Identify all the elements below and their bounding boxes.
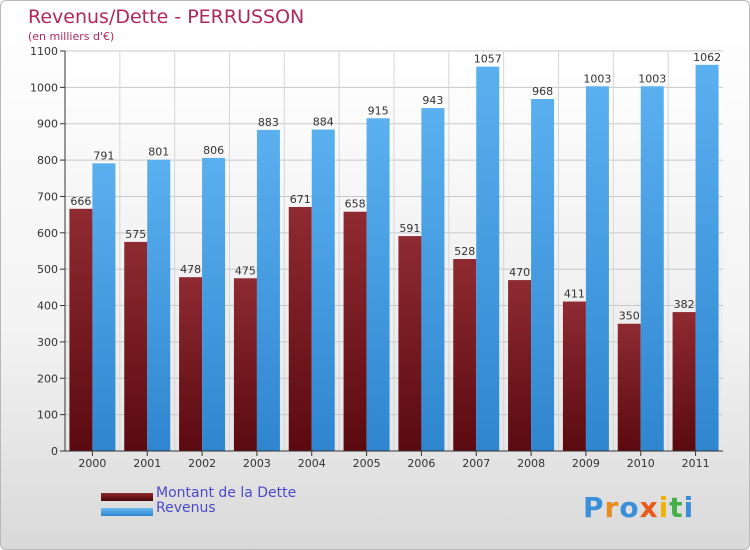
bar-debt [508,280,532,451]
logo-letter: o [619,491,640,524]
data-label-debt: 666 [70,195,91,208]
y-tick-label: 1100 [30,45,58,58]
data-label-debt: 382 [674,298,695,311]
data-label-revenue: 915 [368,104,389,117]
data-label-revenue: 943 [422,94,443,107]
bar-revenue [585,86,609,451]
y-tick-label: 300 [37,336,58,349]
bar-revenue [366,118,390,451]
data-label-revenue: 1003 [583,72,611,85]
data-label-debt: 591 [399,222,420,235]
data-label-debt: 478 [180,263,201,276]
data-label-revenue: 791 [93,149,114,162]
bar-debt [672,312,696,451]
y-tick-label: 700 [37,190,58,203]
data-label-debt: 575 [125,228,146,241]
data-label-debt: 470 [509,266,530,279]
data-label-revenue: 1057 [474,53,502,66]
bar-debt [288,207,312,451]
y-tick-label: 900 [37,118,58,131]
bar-debt [562,301,586,451]
x-tick-label: 2000 [78,457,106,470]
legend-swatch-debt [101,493,153,501]
bar-debt [233,278,257,451]
x-tick-label: 2001 [133,457,161,470]
legend-label-debt: Montant de la Dette [156,485,297,501]
bar-debt [69,208,93,451]
bar-revenue [92,163,116,451]
bars [69,64,719,452]
x-tick-label: 2002 [188,457,216,470]
grid-lines [65,50,723,452]
bar-revenue [311,129,335,451]
chart-subtitle: (en milliers d'€) [28,30,115,43]
data-label-revenue: 1062 [693,51,721,64]
bar-debt [617,323,641,451]
y-tick-label: 500 [37,263,58,276]
y-tick-label: 200 [37,372,58,385]
y-tick-label: 600 [37,227,58,240]
x-tick-label: 2006 [407,457,435,470]
data-label-debt: 411 [564,288,585,301]
data-label-debt: 658 [345,198,366,211]
data-label-revenue: 806 [203,144,224,157]
y-tick-label: 800 [37,154,58,167]
y-tick-label: 400 [37,300,58,313]
axes: 0 100 200 300 400 500 600 700 800 900 1000 1100 2000… [30,45,723,470]
data-label-revenue: 1003 [638,72,666,85]
bar-debt [343,211,367,451]
data-label-debt: 475 [235,264,256,277]
data-label-revenue: 801 [148,146,169,159]
bar-debt [453,259,477,451]
bar-debt [179,277,203,451]
data-label-revenue: 884 [313,116,334,129]
x-tick-label: 2010 [627,457,655,470]
bar-revenue [202,157,226,451]
x-tick-label: 2005 [353,457,381,470]
bar-revenue [476,66,500,452]
x-tick-label: 2009 [572,457,600,470]
bar-revenue [640,86,664,451]
data-label-debt: 671 [290,193,311,206]
bar-revenue [531,99,555,451]
logo-letter: r [604,491,620,524]
x-tick-label: 2011 [682,457,710,470]
x-tick-label: 2004 [298,457,326,470]
legend-label-revenue: Revenus [156,500,216,516]
data-label-revenue: 883 [258,116,279,129]
logo-letter: P [583,491,605,524]
logo-letter: x [639,491,659,524]
bar-revenue [421,108,445,451]
legend-swatch-revenue [101,508,153,516]
data-label-debt: 528 [454,245,475,258]
logo-letter: t [669,491,684,524]
bar-revenue [695,64,719,451]
x-tick-label: 2008 [517,457,545,470]
logo-letter: i [683,491,695,524]
y-tick-label: 100 [37,409,58,422]
bar-debt [124,241,148,451]
y-tick-label: 1000 [30,81,58,94]
x-tick-label: 2003 [243,457,271,470]
data-label-revenue: 968 [532,85,553,98]
data-labels: 666 791 575 801 478 806 475 883 671 884 658 915 591 9… [70,51,721,323]
logo-letter: i [658,491,670,524]
bar-debt [398,236,422,451]
bar-revenue [256,129,280,451]
bar-revenue [147,159,171,451]
chart-title: Revenus/Dette - PERRUSSON [28,6,305,28]
data-label-debt: 350 [619,310,640,323]
x-tick-label: 2007 [462,457,490,470]
y-tick-label: 0 [51,445,58,458]
proxiti-logo: Proxiti [583,491,694,524]
